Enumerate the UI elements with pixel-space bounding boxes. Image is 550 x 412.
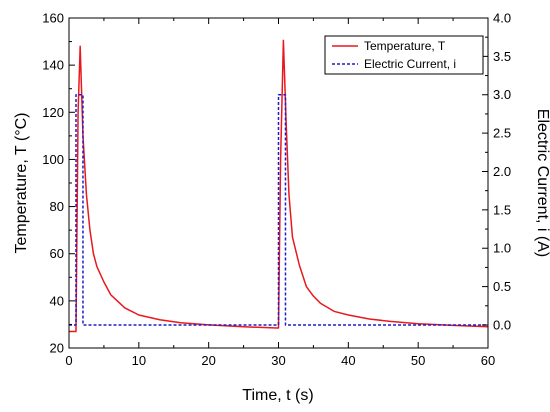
x-axis-title: Time, t (s) xyxy=(242,387,313,404)
current-series-line xyxy=(69,93,488,326)
y-left-tick-label: 160 xyxy=(42,11,64,26)
plot-content xyxy=(69,39,489,333)
x-tick-label: 30 xyxy=(271,353,285,368)
legend: Temperature, T Electric Current, i xyxy=(324,35,484,75)
y-left-tick-label: 80 xyxy=(50,199,64,214)
y-left-tick-label: 60 xyxy=(50,246,64,261)
y-right-tick-label: 1.5 xyxy=(493,202,511,217)
y-right-tick-label: 3.0 xyxy=(493,87,511,102)
legend-box xyxy=(324,35,484,75)
x-tick-label: 10 xyxy=(132,353,146,368)
x-tick-label: 40 xyxy=(341,353,355,368)
y-left-tick-label: 120 xyxy=(42,105,64,120)
y-right-axis-title: Electric Current, i (A) xyxy=(534,109,550,257)
y-left-tick-label: 20 xyxy=(50,341,64,356)
x-tick-label: 20 xyxy=(201,353,215,368)
y-left-tick-label: 40 xyxy=(50,293,64,308)
y-right-tick-label: 3.5 xyxy=(493,49,511,64)
y-right-tick-label: 2.5 xyxy=(493,126,511,141)
x-axis-ticks: 0 10 20 30 40 50 60 xyxy=(65,18,495,368)
y-left-tick-label: 140 xyxy=(42,58,64,73)
y-right-tick-label: 0.5 xyxy=(493,279,511,294)
y-right-tick-label: 2.0 xyxy=(493,164,511,179)
y-right-axis-ticks: 0.0 0.5 1.0 1.5 2.0 2.5 3.0 3.5 4.0 xyxy=(482,11,511,332)
x-tick-label: 60 xyxy=(481,353,495,368)
legend-current-label: Electric Current, i xyxy=(364,57,456,71)
y-right-tick-label: 4.0 xyxy=(493,11,511,26)
y-right-tick-label: 1.0 xyxy=(493,241,511,256)
y-left-axis-title: Temperature, T (°C) xyxy=(13,113,30,254)
temperature-series-line xyxy=(69,39,489,333)
x-tick-label: 50 xyxy=(411,353,425,368)
y-left-axis-ticks: 20 40 60 80 100 120 140 160 xyxy=(42,11,75,356)
y-right-tick-label: 0.0 xyxy=(493,317,511,332)
y-left-tick-label: 100 xyxy=(42,152,64,167)
legend-temperature-label: Temperature, T xyxy=(364,39,446,53)
x-tick-label: 0 xyxy=(65,353,72,368)
